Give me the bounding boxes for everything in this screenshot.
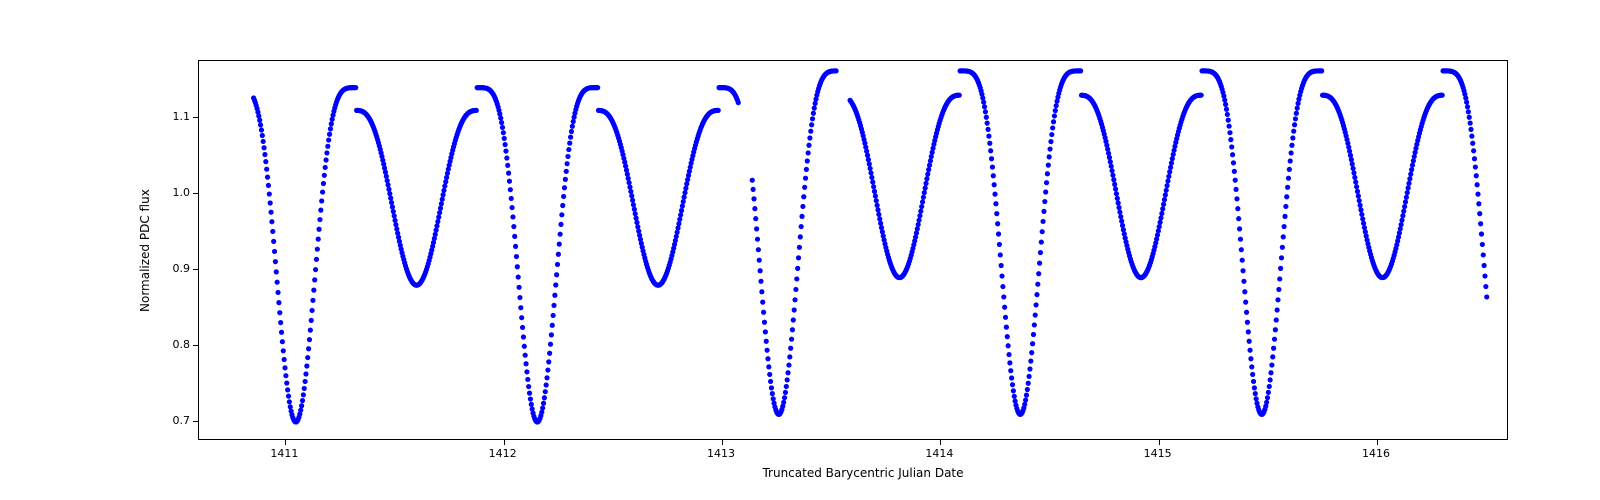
x-tick-label: 1414 (925, 447, 953, 460)
x-tick-mark (1377, 440, 1378, 445)
scatter-series (251, 68, 1489, 424)
figure: Truncated Barycentric Julian Date Normal… (0, 0, 1600, 500)
scatter-svg (199, 61, 1509, 441)
y-tick-mark (193, 117, 198, 118)
x-tick-label: 1412 (489, 447, 517, 460)
y-tick-label: 0.7 (173, 414, 191, 427)
y-tick-mark (193, 193, 198, 194)
y-axis-label: Normalized PDC flux (138, 189, 152, 312)
y-tick-label: 1.1 (173, 110, 191, 123)
x-tick-label: 1416 (1362, 447, 1390, 460)
x-axis-label: Truncated Barycentric Julian Date (753, 466, 973, 480)
x-tick-mark (940, 440, 941, 445)
x-tick-mark (504, 440, 505, 445)
x-tick-mark (722, 440, 723, 445)
x-tick-mark (1159, 440, 1160, 445)
x-tick-mark (285, 440, 286, 445)
y-tick-mark (193, 345, 198, 346)
plot-area (198, 60, 1508, 440)
y-tick-label: 0.8 (173, 338, 191, 351)
x-tick-label: 1411 (270, 447, 298, 460)
x-tick-label: 1415 (1144, 447, 1172, 460)
y-tick-mark (193, 421, 198, 422)
y-tick-label: 0.9 (173, 262, 191, 275)
y-tick-mark (193, 269, 198, 270)
x-tick-label: 1413 (707, 447, 735, 460)
y-tick-label: 1.0 (173, 186, 191, 199)
